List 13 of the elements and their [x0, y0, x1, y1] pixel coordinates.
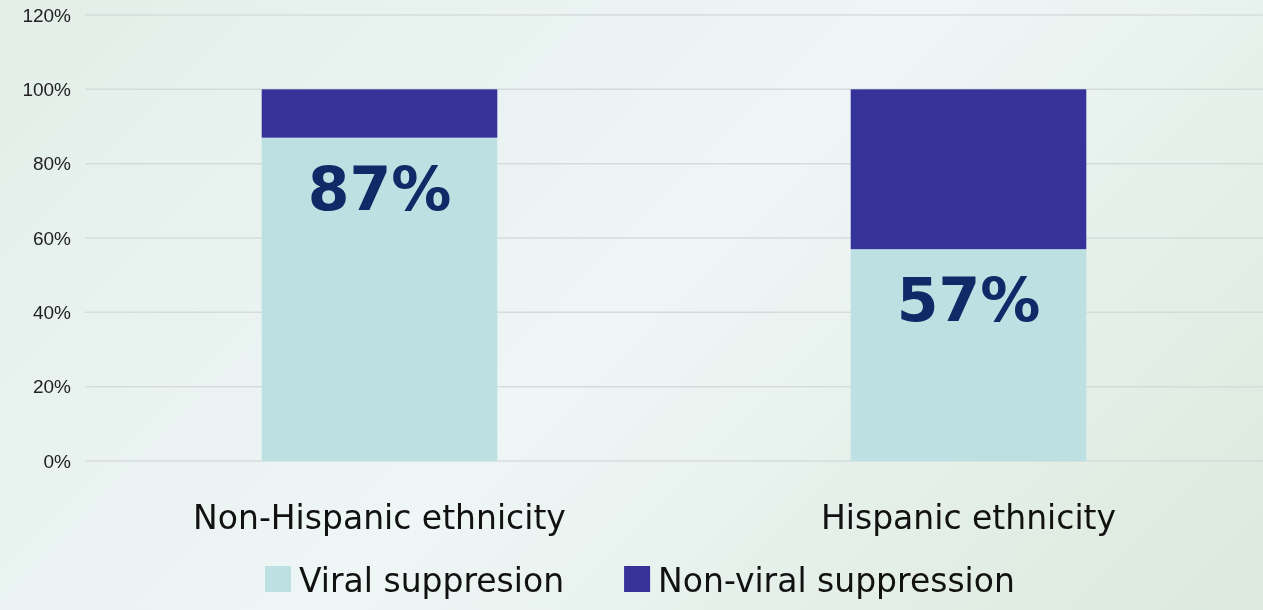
y-tick-label: 60% [32, 227, 72, 249]
x-tick-label: Hispanic ethnicity [820, 498, 1117, 537]
y-tick-label: 120% [22, 4, 72, 26]
y-tick-label: 100% [22, 78, 72, 100]
data-label: 87% [307, 153, 452, 224]
data-label: 57% [896, 265, 1041, 336]
y-tick-label: 20% [32, 376, 72, 398]
y-tick-label: 80% [32, 153, 72, 175]
legend-label: Non-viral suppression [658, 561, 1015, 600]
y-tick-label: 40% [32, 301, 72, 323]
x-tick-label: Non-Hispanic ethnicity [193, 498, 566, 537]
y-tick-label: 0% [43, 450, 72, 472]
legend-label: Viral suppresion [299, 561, 565, 600]
